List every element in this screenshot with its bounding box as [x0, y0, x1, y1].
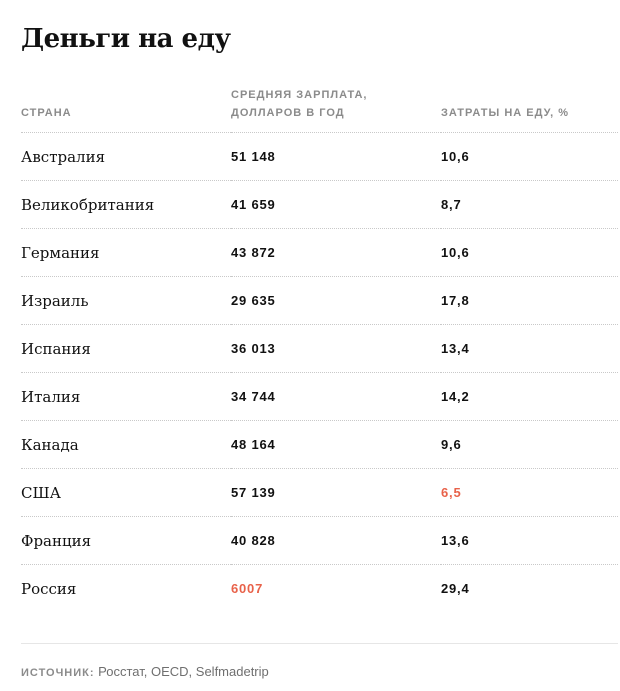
table-row: Испания 36 013 13,4: [21, 324, 618, 373]
table-row: Израиль 29 635 17,8: [21, 276, 618, 325]
column-header-country: СТРАНА: [21, 86, 231, 133]
table-row: Канада 48 164 9,6: [21, 420, 618, 469]
page-title: Деньги на еду: [21, 24, 231, 54]
source-note: ИСТОЧНИК: Росстат, OECD, Selfmadetrip: [21, 664, 269, 679]
source-text: Росстат, OECD, Selfmadetrip: [98, 664, 269, 679]
food-spending-cell: 29,4: [441, 581, 470, 596]
country-cell: Австралия: [21, 132, 231, 181]
column-header-salary: СРЕДНЯЯ ЗАРПЛАТА, ДОЛЛАРОВ В ГОД: [231, 86, 441, 133]
country-cell: Германия: [21, 228, 231, 277]
salary-cell: 6007: [231, 581, 264, 596]
table-header-row: СТРАНА СРЕДНЯЯ ЗАРПЛАТА, ДОЛЛАРОВ В ГОД З…: [21, 86, 618, 133]
food-spending-cell: 13,4: [441, 324, 618, 373]
country-cell: Израиль: [21, 276, 231, 325]
column-header-salary-line2: ДОЛЛАРОВ В ГОД: [231, 107, 345, 119]
salary-cell: 29 635: [231, 276, 441, 325]
column-header-food-spending: ЗАТРАТЫ НА ЕДУ, %: [441, 86, 618, 133]
salary-cell: 48 164: [231, 420, 441, 469]
food-spending-cell: 17,8: [441, 276, 618, 325]
country-cell: Россия: [21, 579, 77, 598]
table-row: Великобритания 41 659 8,7: [21, 180, 618, 229]
salary-cell: 36 013: [231, 324, 441, 373]
food-spending-cell: 13,6: [441, 516, 618, 565]
column-header-salary-line1: СРЕДНЯЯ ЗАРПЛАТА,: [231, 89, 368, 101]
food-spending-cell: 9,6: [441, 420, 618, 469]
salary-cell: 57 139: [231, 468, 441, 517]
country-cell: Канада: [21, 420, 231, 469]
salary-cell: 51 148: [231, 132, 441, 181]
table-row: Италия 34 744 14,2: [21, 372, 618, 421]
country-cell: Великобритания: [21, 180, 231, 229]
table-row: Франция 40 828 13,6: [21, 516, 618, 565]
salary-cell: 43 872: [231, 228, 441, 277]
country-cell: Испания: [21, 324, 231, 373]
food-spending-cell: 6,5: [441, 468, 618, 517]
table-row: Германия 43 872 10,6: [21, 228, 618, 277]
food-spending-cell: 10,6: [441, 132, 618, 181]
food-spending-cell: 8,7: [441, 180, 618, 229]
source-label: ИСТОЧНИК:: [21, 667, 95, 679]
food-spending-table: СТРАНА СРЕДНЯЯ ЗАРПЛАТА, ДОЛЛАРОВ В ГОД З…: [21, 86, 618, 612]
table-row: Австралия 51 148 10,6: [21, 132, 618, 181]
country-cell: США: [21, 468, 231, 517]
table-row: Россия 6007 29,4: [21, 565, 618, 613]
country-cell: Италия: [21, 372, 231, 421]
salary-cell: 34 744: [231, 372, 441, 421]
food-spending-cell: 10,6: [441, 228, 618, 277]
country-cell: Франция: [21, 516, 231, 565]
salary-cell: 41 659: [231, 180, 441, 229]
salary-cell: 40 828: [231, 516, 441, 565]
table-row: США 57 139 6,5: [21, 468, 618, 517]
food-spending-cell: 14,2: [441, 372, 618, 421]
source-divider: [21, 643, 618, 644]
